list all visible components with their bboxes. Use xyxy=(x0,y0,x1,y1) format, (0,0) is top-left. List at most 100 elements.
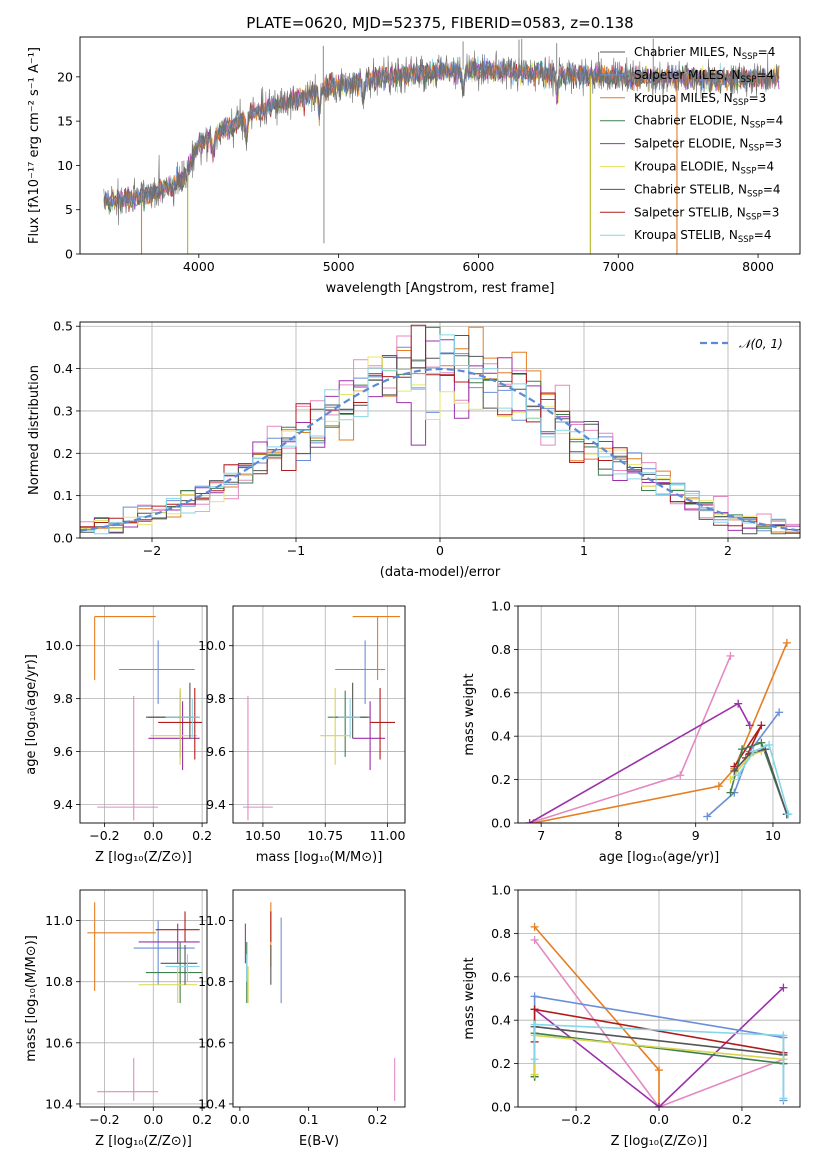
legend-label-suffix: =3 xyxy=(749,91,767,105)
x-tick-label: 6000 xyxy=(463,259,495,274)
legend-label-text: Chabrier ELODIE, N xyxy=(634,114,750,128)
x-tick-label: 0.2 xyxy=(192,828,212,843)
legend-label-text: Chabrier STELIB, N xyxy=(634,182,747,196)
legend-label: Kroupa STELIB, NSSP=4 xyxy=(634,228,772,245)
y-tick-label: 5 xyxy=(65,202,73,217)
legend-label-suffix: =4 xyxy=(758,45,776,59)
axes-frame xyxy=(79,321,801,539)
normal-curve xyxy=(80,367,800,532)
legend-label-subscript: SSP xyxy=(747,189,763,199)
y-axis-label: age [log₁₀(age/yr)] xyxy=(24,654,39,775)
y-tick-label: 0.6 xyxy=(491,685,511,700)
legend: 𝒩(0, 1) xyxy=(700,337,783,351)
plot-area xyxy=(530,922,788,1107)
grid xyxy=(233,606,405,823)
plot-area xyxy=(244,902,396,1101)
axes-frame xyxy=(79,889,208,1108)
y-tick-label: 1.0 xyxy=(491,599,511,614)
y-tick-label: 1.0 xyxy=(491,883,511,898)
legend-label-subscript: SSP xyxy=(746,212,762,222)
legend-label-text: Kroupa ELODIE, N xyxy=(634,160,741,174)
x-tick-label: 4000 xyxy=(183,259,215,274)
axes-frame xyxy=(517,889,801,1108)
legend-label: Chabrier STELIB, NSSP=4 xyxy=(634,182,781,199)
panel-residuals: −2 −1 0 1 2 0.0 0.1 0.2 0.3 0.4 0.5 (data-model)/er… xyxy=(27,319,801,580)
legend-label: Chabrier ELODIE, NSSP=4 xyxy=(634,114,783,131)
x-tick-label: 0.2 xyxy=(192,1112,212,1127)
y-tick-label: 0.1 xyxy=(53,488,73,503)
y-tick-label: 0.0 xyxy=(53,531,73,546)
legend-label-subscript: SSP xyxy=(738,235,754,245)
weight-line xyxy=(534,987,784,1107)
y-tick-label: 9.4 xyxy=(53,797,73,812)
axes-frame xyxy=(232,605,406,824)
y-tick-label: 0.4 xyxy=(491,729,511,744)
plot-area xyxy=(525,638,793,823)
legend-label-subscript: SSP xyxy=(741,167,757,177)
x-tick-label: 0 xyxy=(436,543,444,558)
legend-label-text: Chabrier MILES, N xyxy=(634,45,742,59)
y-tick-label: 0.0 xyxy=(491,816,511,831)
plot-area xyxy=(87,902,203,1101)
y-axis-label: Normed distribution xyxy=(27,365,42,495)
x-tick-label: −1 xyxy=(287,543,305,558)
weight-line xyxy=(737,743,790,815)
panel-age-vs-Z: −0.2 0.0 0.2 9.4 9.6 9.8 10.0 Z [log₁₀(Z/Z⊙)] ag… xyxy=(24,605,212,865)
y-tick-label: 10.8 xyxy=(198,974,226,989)
y-tick-label: 10 xyxy=(57,158,73,173)
x-tick-label: 0.0 xyxy=(143,1112,163,1127)
x-tick-label: 7 xyxy=(537,828,545,843)
figure-title: PLATE=0620, MJD=52375, FIBERID=0583, z=0… xyxy=(246,14,633,32)
plot-area xyxy=(242,616,401,821)
weight-line xyxy=(529,702,751,823)
y-tick-label: 10.6 xyxy=(45,1035,73,1050)
x-axis-label: Z [log₁₀(Z/Z⊙)] xyxy=(95,850,192,865)
legend-label: Salpeter STELIB, NSSP=3 xyxy=(634,205,779,222)
legend-label-suffix: =4 xyxy=(756,160,774,174)
legend-label-suffix: =4 xyxy=(754,228,772,242)
legend-label-subscript: SSP xyxy=(750,121,766,131)
x-tick-label: −0.2 xyxy=(561,1112,591,1127)
residual-histogram xyxy=(80,346,800,538)
x-tick-label: 2 xyxy=(724,543,732,558)
weight-line xyxy=(706,711,780,818)
x-tick-label: −0.2 xyxy=(89,828,119,843)
weight-line xyxy=(533,1023,785,1099)
y-tick-label: 0.8 xyxy=(491,926,511,941)
weight-line xyxy=(533,642,788,823)
y-tick-label: 9.6 xyxy=(53,744,73,759)
y-tick-label: 0.4 xyxy=(491,1013,511,1028)
x-axis-label: Z [log₁₀(Z/Z⊙)] xyxy=(95,1134,192,1149)
y-tick-label: 11.0 xyxy=(198,913,226,928)
panel-weight-vs-age: 7 8 9 10 0.0 0.2 0.4 0.6 0.8 1.0 age [log₁₀(age/yr… xyxy=(462,599,801,865)
y-tick-label: 0.2 xyxy=(491,772,511,787)
panel-mass-vs-EBV: 0.0 0.1 0.2 10.4 10.6 10.8 11.0 E(B-V) xyxy=(198,889,406,1149)
plot-area xyxy=(94,616,203,821)
x-axis-label: wavelength [Angstrom, rest frame] xyxy=(326,281,555,296)
y-tick-label: 9.6 xyxy=(206,744,226,759)
legend-label-suffix: =4 xyxy=(763,182,781,196)
axes-frame xyxy=(232,889,406,1108)
legend-label: Kroupa MILES, NSSP=3 xyxy=(634,91,766,108)
x-tick-label: −2 xyxy=(143,543,161,558)
y-axis-label: mass weight xyxy=(462,673,477,755)
plot-area xyxy=(80,324,800,538)
x-tick-label: 0.0 xyxy=(649,1112,669,1127)
legend-label-text: Kroupa MILES, N xyxy=(634,91,733,105)
legend-label-text: Salpeter ELODIE, N xyxy=(634,137,748,151)
y-tick-label: 0.0 xyxy=(491,1100,511,1115)
axes-frame xyxy=(79,605,208,824)
grid xyxy=(80,606,207,823)
legend-label-suffix: =3 xyxy=(762,205,780,219)
y-tick-label: 0.3 xyxy=(53,403,73,418)
x-tick-label: 0.1 xyxy=(299,1112,319,1127)
x-tick-label: 10.50 xyxy=(245,828,281,843)
legend-label-subscript: SSP xyxy=(733,98,749,108)
legend-label: 𝒩(0, 1) xyxy=(739,337,783,351)
y-axis-label: mass weight xyxy=(462,957,477,1039)
x-tick-label: 7000 xyxy=(602,259,634,274)
legend-label-subscript: SSP xyxy=(741,75,757,85)
y-tick-label: 20 xyxy=(57,69,73,84)
